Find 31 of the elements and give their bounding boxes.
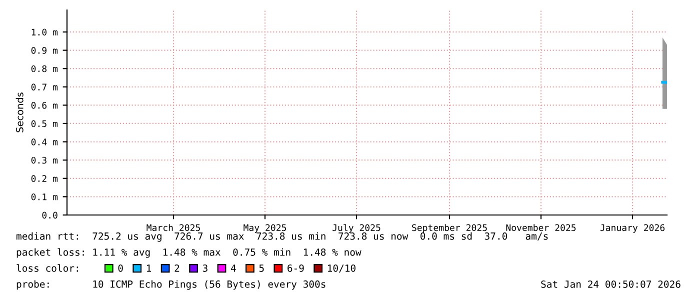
- y-tick-label: 0.4 m: [31, 138, 58, 146]
- legend-label: 1: [147, 264, 152, 272]
- legend-label: 4: [230, 264, 236, 272]
- legend-label: 2: [174, 264, 180, 272]
- text: probe: 10 ICMP Echo Pings (56 Bytes) every 300s: [16, 280, 326, 290]
- y-tick-label: 0.9 m: [31, 47, 58, 54]
- text: median rtt: 725.2 us avg 726.7 us max 723.8 us min 723.8 us now 0.0 ms sd 37.0 am/s: [16, 232, 548, 242]
- y-tick-label: 0.0: [42, 212, 58, 219]
- x-tick-label: January 2026: [600, 224, 665, 233]
- y-tick-label: 1.0 m: [32, 28, 58, 36]
- legend-label: 6-9: [288, 264, 304, 272]
- y-tick-label: 0.7 m: [31, 84, 58, 90]
- x-tick-label: March 2025: [146, 224, 200, 232]
- legend-title: loss color:: [16, 264, 78, 272]
- legend-label: 10/10: [328, 264, 356, 273]
- y-tick-label: 0.8 m: [31, 65, 58, 72]
- text: Sat Jan 24 00:50:07 2026: [541, 280, 680, 288]
- x-tick-label: May 2025: [244, 224, 286, 233]
- legend-label: 0: [118, 264, 123, 272]
- y-tick-label: 0.2 m: [31, 175, 58, 182]
- y-tick-label: 0.5 m: [31, 120, 58, 128]
- x-tick-label: November 2025: [506, 224, 576, 232]
- legend-label: 5: [259, 264, 264, 272]
- text: packet loss: 1.11 % avg 1.48 % max 0.75 % min 1.48 % now: [16, 248, 362, 258]
- y-tick-label: 0.6 m: [31, 102, 58, 109]
- y-axis-title: Seconds: [16, 92, 24, 132]
- x-tick-label: July 2025: [332, 224, 380, 233]
- legend-label: 3: [202, 264, 208, 272]
- x-tick-label: September 2025: [412, 224, 487, 233]
- y-tick-label: 0.3 m: [31, 156, 58, 164]
- y-tick-label: 0.1 m: [31, 193, 58, 200]
